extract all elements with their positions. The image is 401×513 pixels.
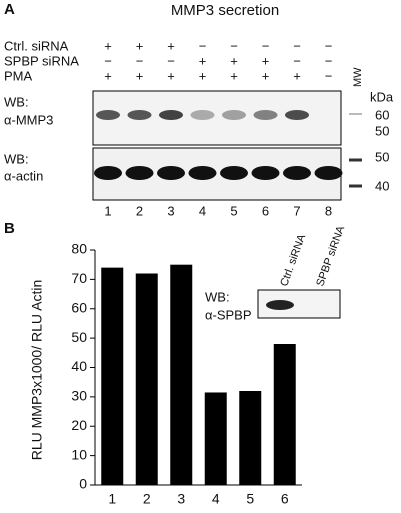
antibody-label: α-MMP3: [4, 112, 53, 127]
condition-label: PMA: [4, 68, 33, 83]
condition-sign: −: [199, 38, 207, 53]
bar: [135, 273, 158, 485]
y-tick-label: 30: [71, 388, 87, 404]
lane-number: 4: [199, 203, 206, 218]
x-tick-label: 2: [143, 491, 151, 507]
kda-label: kDa: [370, 89, 394, 104]
condition-sign: −: [104, 53, 112, 68]
y-tick-label: 10: [71, 446, 87, 462]
band: [285, 110, 309, 120]
band: [253, 110, 278, 120]
lane-number: 3: [167, 203, 174, 218]
y-tick-label: 40: [71, 358, 87, 374]
condition-sign: −: [136, 53, 144, 68]
band: [96, 110, 120, 120]
x-tick-label: 4: [212, 491, 220, 507]
condition-label: Ctrl. siRNA: [4, 38, 69, 53]
y-tick-label: 70: [71, 270, 87, 286]
condition-sign: +: [136, 38, 144, 53]
condition-sign: −: [167, 53, 175, 68]
x-tick-label: 3: [177, 491, 185, 507]
band: [222, 110, 246, 120]
condition-sign: −: [293, 53, 301, 68]
band: [314, 166, 343, 180]
wb-label: WB:: [4, 94, 29, 109]
condition-sign: +: [136, 68, 144, 83]
band: [159, 110, 183, 120]
panel-label: B: [4, 220, 15, 237]
band: [127, 110, 152, 120]
inset-lane-label: Ctrl. siRNA: [278, 232, 308, 288]
condition-sign: +: [167, 38, 175, 53]
marker-label: 40: [375, 178, 389, 193]
bar: [204, 392, 227, 485]
y-tick-label: 0: [79, 476, 87, 492]
band: [190, 110, 215, 120]
panel-title: MMP3 secretion: [171, 2, 279, 19]
band: [283, 166, 311, 180]
x-tick-label: 6: [281, 491, 289, 507]
band: [125, 166, 154, 180]
y-tick-label: 20: [71, 417, 87, 433]
band: [251, 166, 280, 180]
band: [157, 166, 185, 180]
lane-number: 7: [293, 203, 300, 218]
lane-number: 5: [230, 203, 237, 218]
bar: [170, 264, 193, 485]
bar: [273, 344, 296, 485]
antibody-label: α-SPBP: [205, 307, 252, 322]
condition-sign: +: [167, 68, 175, 83]
x-tick-label: 5: [246, 491, 254, 507]
condition-sign: −: [293, 38, 301, 53]
lane-number: 6: [262, 203, 269, 218]
condition-sign: +: [262, 68, 270, 83]
condition-sign: +: [293, 68, 301, 83]
mw-label: MW: [352, 67, 364, 87]
condition-sign: −: [325, 68, 333, 83]
condition-sign: +: [230, 53, 238, 68]
condition-sign: −: [262, 38, 270, 53]
panel-label: A: [4, 1, 15, 18]
bar: [101, 267, 124, 485]
x-tick-label: 1: [108, 491, 116, 507]
y-tick-label: 50: [71, 329, 87, 345]
condition-sign: +: [199, 68, 207, 83]
marker-label: 50: [375, 149, 389, 164]
y-tick-label: 60: [71, 299, 87, 315]
y-tick-label: 80: [71, 241, 87, 257]
band: [220, 166, 248, 180]
band: [188, 166, 217, 180]
bar: [239, 391, 262, 485]
condition-sign: −: [325, 53, 333, 68]
y-axis-label: RLU MMP3x1000/ RLU Actin: [29, 280, 45, 461]
lane-number: 1: [104, 203, 111, 218]
lane-number: 8: [325, 203, 332, 218]
condition-sign: +: [199, 53, 207, 68]
wb-label: WB:: [205, 289, 230, 304]
condition-sign: +: [230, 68, 238, 83]
band: [94, 166, 122, 180]
condition-sign: +: [104, 38, 112, 53]
wb-label: WB:: [4, 151, 29, 166]
condition-sign: +: [262, 53, 270, 68]
marker-label: 50: [375, 123, 389, 138]
inset-lane-label: SPBP siRNA: [314, 224, 347, 288]
condition-label: SPBP siRNA: [4, 53, 79, 68]
condition-sign: +: [104, 68, 112, 83]
lane-number: 2: [136, 203, 143, 218]
condition-sign: −: [325, 38, 333, 53]
condition-sign: −: [230, 38, 238, 53]
band: [266, 300, 294, 310]
antibody-label: α-actin: [4, 168, 43, 183]
marker-label: 60: [375, 107, 389, 122]
